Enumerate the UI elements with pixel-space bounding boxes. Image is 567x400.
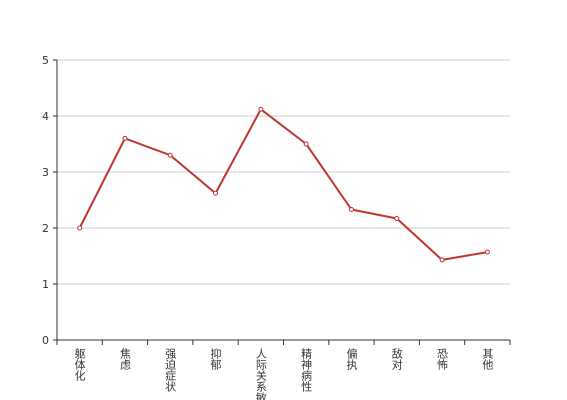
point xyxy=(394,215,400,221)
point xyxy=(167,152,173,158)
point xyxy=(258,106,264,112)
x-tick-label: 人际关系敏感 xyxy=(254,348,267,400)
y-tick-label: 1 xyxy=(42,278,49,291)
x-tick-label: 其他 xyxy=(481,348,494,370)
point xyxy=(122,135,128,141)
x-tick-label: 精神病性 xyxy=(300,348,313,393)
y-tick-label: 4 xyxy=(42,110,49,123)
point xyxy=(484,249,490,255)
y-tick-label: 0 xyxy=(42,334,49,347)
x-tick-label: 抑郁 xyxy=(209,347,222,370)
point xyxy=(348,207,354,213)
y-tick-label: 5 xyxy=(42,54,49,67)
x-tick-label: 焦虑 xyxy=(118,348,131,370)
point xyxy=(303,141,309,147)
x-tick-label: 恐怖 xyxy=(436,348,449,370)
point xyxy=(213,190,219,196)
x-tick-label: 强迫症状 xyxy=(164,348,177,392)
x-tick-label: 偏执 xyxy=(345,347,358,371)
line xyxy=(78,107,488,261)
y-tick-label: 3 xyxy=(42,166,49,179)
point xyxy=(439,257,445,263)
x-tick-label: 敌对 xyxy=(390,347,403,370)
x-tick-label: 躯体化 xyxy=(73,348,86,382)
point xyxy=(77,225,83,231)
y-tick-label: 2 xyxy=(42,222,49,235)
